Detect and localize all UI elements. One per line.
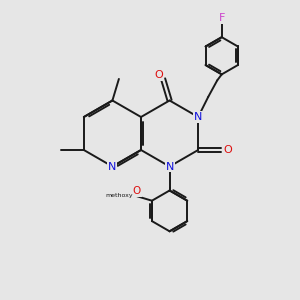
Text: O: O	[223, 145, 232, 155]
Text: F: F	[218, 13, 225, 23]
Text: O: O	[154, 70, 163, 80]
Text: N: N	[108, 161, 117, 172]
Text: N: N	[194, 112, 202, 122]
Text: N: N	[165, 161, 174, 172]
Text: methoxy: methoxy	[105, 193, 133, 198]
Text: O: O	[133, 186, 141, 197]
